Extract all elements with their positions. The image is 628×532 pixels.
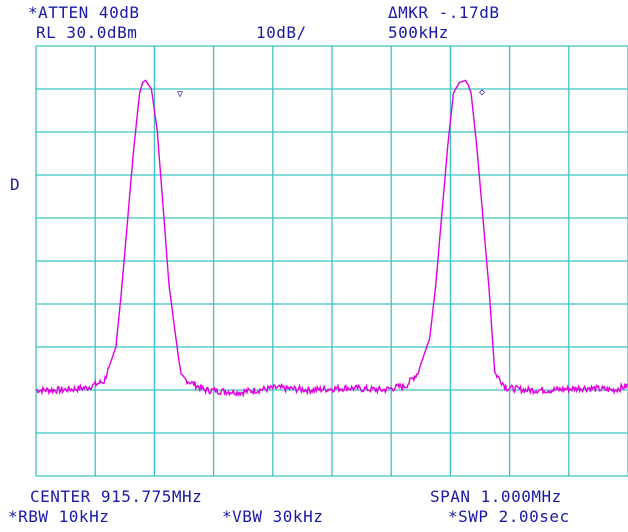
delta-frequency-readout: 500kHz (388, 23, 449, 42)
reference-level-readout: RL 30.0dBm (36, 23, 138, 42)
resolution-bandwidth-readout: *RBW 10kHz (8, 507, 110, 526)
spectrum-trace (35, 79, 628, 398)
video-bandwidth-readout: *VBW 30kHz (222, 507, 324, 526)
graticule-grid (35, 45, 628, 477)
span-readout: SPAN 1.000MHz (430, 487, 562, 506)
reference-marker-icon: ▽ (177, 89, 184, 100)
detector-indicator: D (10, 175, 21, 194)
sweep-time-readout: *SWP 2.00sec (448, 507, 570, 526)
center-frequency-readout: CENTER 915.775MHz (30, 487, 203, 506)
scale-readout: 10dB/ (256, 23, 307, 42)
attenuation-readout: *ATTEN 40dB (28, 3, 140, 22)
delta-marker-readout: ΔMKR -.17dB (388, 3, 500, 22)
delta-marker-icon: ◇ (479, 87, 486, 98)
